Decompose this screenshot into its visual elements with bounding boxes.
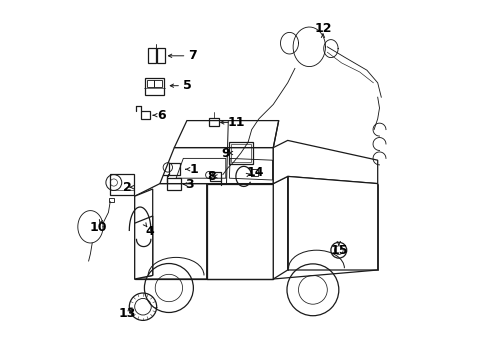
- Polygon shape: [134, 189, 152, 279]
- Bar: [208, 118, 219, 126]
- Bar: [148, 48, 156, 63]
- Text: 10: 10: [90, 221, 107, 234]
- Text: 15: 15: [329, 244, 347, 257]
- Bar: [147, 80, 154, 87]
- Bar: [210, 172, 221, 181]
- Polygon shape: [273, 176, 287, 279]
- Polygon shape: [160, 148, 273, 184]
- Polygon shape: [134, 184, 206, 279]
- Text: 8: 8: [206, 170, 215, 183]
- Polygon shape: [206, 184, 273, 279]
- Text: 1: 1: [189, 163, 198, 176]
- Bar: [144, 78, 164, 95]
- Polygon shape: [273, 140, 377, 184]
- Text: 11: 11: [227, 116, 245, 129]
- Bar: [141, 111, 150, 119]
- Polygon shape: [134, 216, 152, 279]
- Bar: [156, 48, 164, 63]
- Bar: [110, 174, 134, 195]
- Polygon shape: [174, 121, 278, 148]
- Text: 7: 7: [187, 49, 196, 62]
- Bar: [154, 80, 162, 87]
- Bar: [229, 142, 252, 164]
- Text: 4: 4: [145, 225, 154, 238]
- Text: 13: 13: [119, 307, 136, 320]
- Text: 6: 6: [157, 109, 165, 122]
- Text: 2: 2: [123, 181, 132, 194]
- Bar: [168, 163, 179, 175]
- Bar: [108, 198, 114, 202]
- Bar: [230, 144, 250, 162]
- Text: 12: 12: [314, 22, 331, 35]
- Polygon shape: [287, 176, 377, 270]
- Text: 3: 3: [185, 178, 194, 191]
- Bar: [167, 179, 181, 190]
- Bar: [251, 169, 257, 176]
- Text: 9: 9: [221, 147, 230, 159]
- Text: 14: 14: [246, 166, 264, 179]
- Text: 5: 5: [182, 79, 191, 92]
